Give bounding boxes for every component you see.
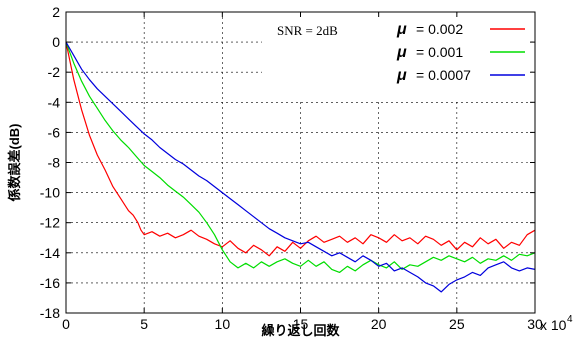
y-tick-label: -16	[40, 275, 60, 291]
y-tick-label: -14	[40, 245, 60, 261]
legend-label-1: = 0.002	[416, 21, 463, 37]
y-tick-label: 0	[52, 34, 60, 50]
legend-mu-symbol: μ	[396, 21, 407, 38]
x-tick-label: 15	[293, 316, 309, 332]
y-tick-label: -6	[48, 124, 61, 140]
y-tick-label: -4	[48, 94, 61, 110]
legend: μ = 0.002 μ = 0.001 μ = 0.0007	[396, 21, 525, 84]
legend-label-3: = 0.0007	[416, 67, 471, 83]
series-line-3	[65, 41, 536, 293]
x-multiplier: x 10 4	[540, 314, 573, 333]
snr-annotation: SNR = 2dB	[277, 23, 338, 38]
x-tick-label: 30	[527, 316, 543, 332]
x-multiplier-base: x 10	[540, 317, 567, 333]
legend-label-2: = 0.001	[416, 44, 463, 60]
legend-background	[262, 17, 530, 101]
x-axis-label: 繰り返し回数	[261, 323, 340, 338]
y-tick-label: -2	[48, 64, 61, 80]
series-line-1	[65, 41, 536, 257]
y-tick-label: -8	[48, 155, 61, 171]
y-tick-label: -10	[40, 185, 60, 201]
x-tick-label: 0	[62, 316, 70, 332]
x-multiplier-exponent: 4	[567, 314, 573, 325]
y-tick-label: -12	[40, 215, 60, 231]
x-tick-label: 5	[140, 316, 148, 332]
series-group	[65, 41, 536, 293]
series-line-2	[65, 41, 536, 273]
x-tick-label: 25	[449, 316, 465, 332]
legend-mu-symbol: μ	[396, 44, 407, 61]
y-axis-label: 係数誤差(dB)	[7, 124, 22, 202]
x-tick-label: 20	[371, 316, 387, 332]
x-tick-label: 10	[215, 316, 231, 332]
y-tick-label: -18	[40, 305, 60, 321]
legend-mu-symbol: μ	[396, 67, 407, 84]
y-tick-label: 2	[52, 4, 60, 20]
